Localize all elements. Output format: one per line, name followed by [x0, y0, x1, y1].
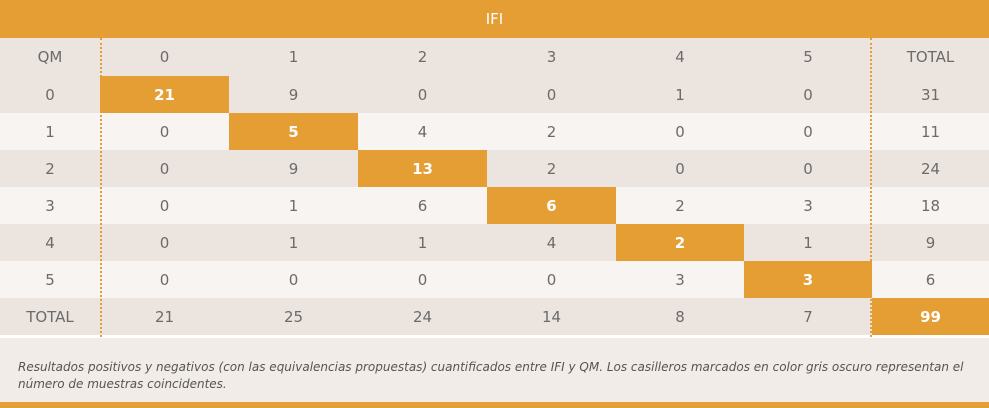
- column-total: 21: [154, 307, 175, 326]
- table-cell: 0: [546, 270, 557, 289]
- table-cell: 1: [288, 196, 299, 215]
- table-cell: 9: [288, 159, 299, 178]
- table-cell: 0: [803, 122, 813, 141]
- table-cell: 0: [159, 196, 170, 215]
- column-header: 0: [159, 48, 170, 66]
- table-cell: 1: [675, 85, 685, 104]
- row-label: 2: [45, 159, 55, 178]
- table-cell: 0: [159, 270, 170, 289]
- table-cell: 2: [546, 122, 557, 141]
- table-cell: 0: [675, 159, 685, 178]
- table-cell: 1: [803, 233, 813, 252]
- column-header: 5: [803, 48, 813, 66]
- bottom-accent-bar: [0, 402, 989, 408]
- table-cell: 0: [159, 122, 170, 141]
- column-header: 4: [675, 48, 685, 66]
- totals-row: TOTAL 21 25 24 14 8 7 99: [0, 298, 989, 335]
- table-cell: 0: [159, 233, 170, 252]
- matching-cell: 5: [229, 113, 358, 150]
- comparison-table: QM 0 1 2 3 4 5 TOTAL 0 21 9 0 0 1 0 31 1 0 5 4 2 0 0 11 2 0 9 13 2 0 0…: [0, 38, 989, 335]
- row-total: 24: [920, 159, 941, 178]
- column-total: 25: [283, 307, 304, 326]
- matching-cell: 21: [100, 76, 229, 113]
- column-header: 2: [417, 48, 428, 66]
- matching-cell: 3: [744, 261, 872, 298]
- table-cell: 1: [417, 233, 428, 252]
- grand-total: 99: [872, 298, 989, 335]
- column-header: QM: [37, 48, 63, 66]
- table-cell: 0: [803, 85, 813, 104]
- column-total: 7: [803, 307, 813, 326]
- row-label: 5: [45, 270, 55, 289]
- column-total: 24: [412, 307, 433, 326]
- table-row: 0 21 9 0 0 1 0 31: [0, 76, 989, 113]
- row-total: 31: [920, 85, 941, 104]
- row-label: 1: [45, 122, 55, 141]
- row-label: 4: [45, 233, 55, 252]
- row-label: 0: [45, 85, 55, 104]
- column-header: TOTAL: [906, 48, 955, 66]
- row-total: 6: [925, 270, 936, 289]
- table-cell: 9: [288, 85, 299, 104]
- row-total: 11: [920, 122, 941, 141]
- row-label: 3: [45, 196, 55, 215]
- table-cell: 1: [288, 233, 299, 252]
- column-header: 3: [546, 48, 557, 66]
- table-cell: 4: [417, 122, 428, 141]
- matching-cell: 2: [616, 224, 744, 261]
- column-total: 14: [541, 307, 562, 326]
- table-row: 4 0 1 1 4 2 1 9: [0, 224, 989, 261]
- table-cell: 0: [417, 270, 428, 289]
- caption-box: Resultados positivos y negativos (con la…: [0, 338, 989, 402]
- row-total: 18: [920, 196, 941, 215]
- table-row: 3 0 1 6 6 2 3 18: [0, 187, 989, 224]
- table-cell: 0: [288, 270, 299, 289]
- table-cell: 2: [675, 196, 685, 215]
- table-row: 1 0 5 4 2 0 0 11: [0, 113, 989, 150]
- row-total: 9: [925, 233, 936, 252]
- table-cell: 6: [417, 196, 428, 215]
- table-cell: 0: [546, 85, 557, 104]
- header-row: QM 0 1 2 3 4 5 TOTAL: [0, 38, 989, 76]
- table-cell: 3: [675, 270, 685, 289]
- table-cell: 4: [546, 233, 557, 252]
- table-cell: 0: [675, 122, 685, 141]
- table-cell: 2: [546, 159, 557, 178]
- matching-cell: 13: [358, 150, 487, 187]
- table-cell: 0: [159, 159, 170, 178]
- matching-cell: 6: [487, 187, 616, 224]
- table-title: IFI: [0, 0, 989, 38]
- table-row: 2 0 9 13 2 0 0 24: [0, 150, 989, 187]
- column-header: 1: [288, 48, 299, 66]
- column-total: 8: [675, 307, 685, 326]
- table-cell: 0: [417, 85, 428, 104]
- table-cell: 0: [803, 159, 813, 178]
- caption-text: Resultados positivos y negativos (con la…: [18, 360, 964, 391]
- totals-label: TOTAL: [26, 307, 74, 326]
- table-cell: 3: [803, 196, 813, 215]
- table-row: 5 0 0 0 0 3 3 6: [0, 261, 989, 298]
